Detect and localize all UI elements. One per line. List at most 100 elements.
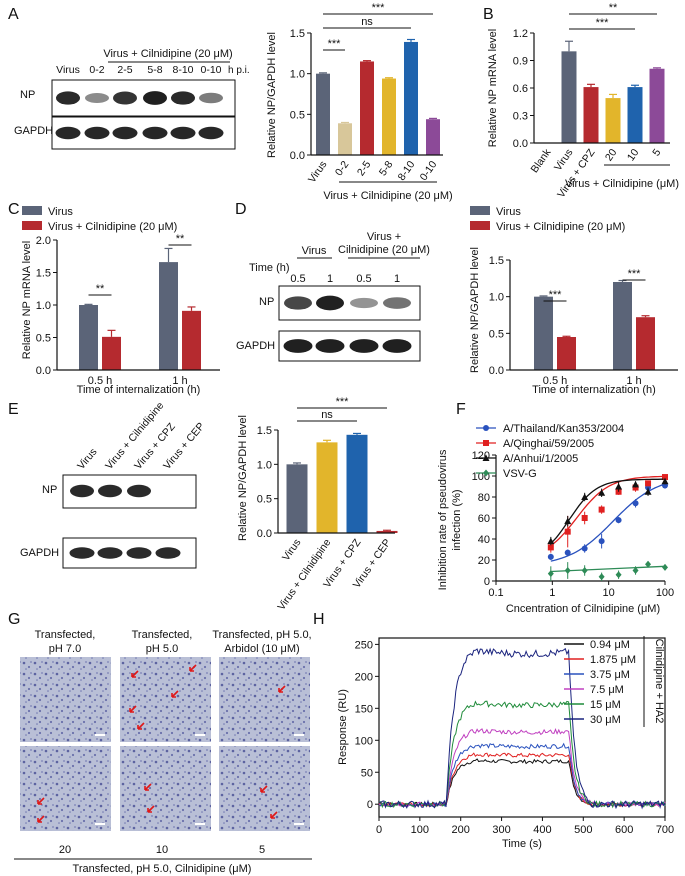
sensorgram-line [378, 742, 666, 808]
syncytium-arrow [129, 705, 137, 713]
x-tick-label: 600 [615, 824, 633, 836]
y-tick-label: 200 [355, 671, 373, 683]
y-tick-label: 0.6 [513, 83, 528, 95]
y-tick-label: 0.9 [513, 56, 528, 68]
legend-label: Virus [496, 206, 521, 218]
significance-label: *** [336, 396, 350, 408]
data-point [615, 571, 622, 579]
x-tick-label: 0-10 [418, 159, 440, 183]
bar [561, 51, 577, 144]
y-tick-label: 1.5 [36, 268, 51, 280]
legend-swatch [470, 206, 490, 215]
np-band [171, 91, 195, 105]
bar [182, 310, 201, 370]
legend-label: 0.94 μM [590, 639, 630, 651]
x-tick-label: Virus + Cilnidipine [275, 537, 333, 613]
data-point [564, 567, 571, 574]
data-point [598, 489, 606, 496]
data-point [581, 567, 588, 574]
legend-label: VSV-G [503, 468, 537, 480]
syncytium-arrow [260, 785, 268, 793]
y-tick-label: 0.5 [257, 494, 272, 506]
x-axis-label: Time of internalization (h) [77, 384, 201, 396]
micrograph-label-2b: pH 5.0 [146, 643, 178, 655]
western-blot-d: Virus Virus + Cilnidipine (20 μM) Time (… [236, 231, 430, 362]
x-tick-label: Virus [280, 537, 303, 563]
micrograph-label-1a: Transfected, [35, 629, 96, 641]
x-tick-label: Virus [306, 159, 329, 185]
x-tick-label: 0.1 [488, 587, 503, 599]
y-tick-label: 0.5 [489, 328, 504, 340]
data-point [632, 480, 640, 488]
data-point [645, 560, 652, 568]
bar [346, 434, 368, 533]
x-tick-label: 400 [533, 824, 551, 836]
y-tick-label: 60 [478, 513, 490, 525]
blot-d-time-value: 0.5 [356, 273, 371, 285]
chart-d: 0.0 0.5 1.0 1.5 Relative NP/GAPDH level 0.5 h… [469, 206, 678, 396]
gapdh-band [283, 339, 313, 353]
x-tick-label: 0.5 h [88, 375, 112, 387]
legend-marker [482, 454, 490, 461]
data-point [644, 488, 652, 495]
blot-d-header-cil-2: Cilnidipine (20 μM) [338, 244, 430, 256]
legend-label: 30 μM [590, 714, 621, 726]
significance-label: *** [628, 268, 642, 280]
gapdh-band [55, 126, 81, 140]
x-tick-label: 5 [650, 147, 663, 159]
panel-label-a: A [8, 6, 19, 23]
y-tick-label: 0.0 [257, 528, 272, 540]
x-tick-label: 200 [452, 824, 470, 836]
blot-e-row-np: NP [42, 484, 57, 496]
y-tick-label: 1.0 [489, 292, 504, 304]
data-point [645, 480, 652, 487]
chart-e: 0.0 0.5 1.0 1.5 Relative NP/GAPDH level Virus… [237, 396, 398, 613]
data-point [632, 567, 639, 574]
y-tick-label: 100 [355, 735, 373, 747]
np-band [143, 91, 167, 105]
micrograph-label-1b: pH 7.0 [49, 643, 81, 655]
fit-curve [550, 483, 664, 562]
np-band [127, 484, 151, 498]
data-point [547, 537, 555, 545]
micrograph-value-20: 20 [59, 844, 71, 856]
legend-marker [483, 469, 489, 477]
data-point [547, 544, 554, 551]
western-blot-a: Virus + Cilnidipine (20 μM) Virus 0-2 2-5 5… [14, 48, 250, 150]
syncytium-arrow [37, 815, 45, 823]
bar [404, 41, 418, 155]
legend-title: Cilnidipine + HA2 [653, 639, 665, 724]
micrograph-label-3b: Arbidol (10 μM) [224, 643, 299, 655]
x-tick-label: 1 h [626, 375, 641, 387]
bar [605, 98, 621, 143]
blot-d-row-gapdh: GAPDH [236, 340, 275, 352]
np-band [56, 91, 80, 105]
blot-a-lane-label: 2-5 [117, 64, 132, 76]
legend-label: 1.875 μM [590, 654, 636, 666]
x-tick-label: 0 [376, 824, 382, 836]
significance-label: *** [596, 17, 610, 29]
blot-e-row-gapdh: GAPDH [20, 547, 59, 559]
legend-swatch [22, 221, 42, 230]
blot-a-lane-label: 5-8 [147, 64, 162, 76]
micrograph-image [20, 746, 111, 831]
sensorgram-line [378, 758, 666, 807]
gapdh-band [155, 547, 181, 559]
gapdh-band [84, 126, 110, 140]
y-tick-label: 80 [478, 492, 490, 504]
fit-curve [550, 475, 664, 547]
data-point [598, 538, 605, 545]
bar [636, 317, 655, 370]
data-point [564, 528, 571, 535]
y-tick-label: 50 [361, 767, 373, 779]
y-tick-label: 1.0 [257, 459, 272, 471]
blot-d-header-cil-1: Virus + [367, 231, 401, 243]
gapdh-band [112, 126, 138, 140]
np-band [98, 484, 122, 498]
bar [649, 68, 665, 143]
bar [338, 123, 352, 155]
legend-label: 3.75 μM [590, 669, 630, 681]
data-point [598, 573, 605, 581]
